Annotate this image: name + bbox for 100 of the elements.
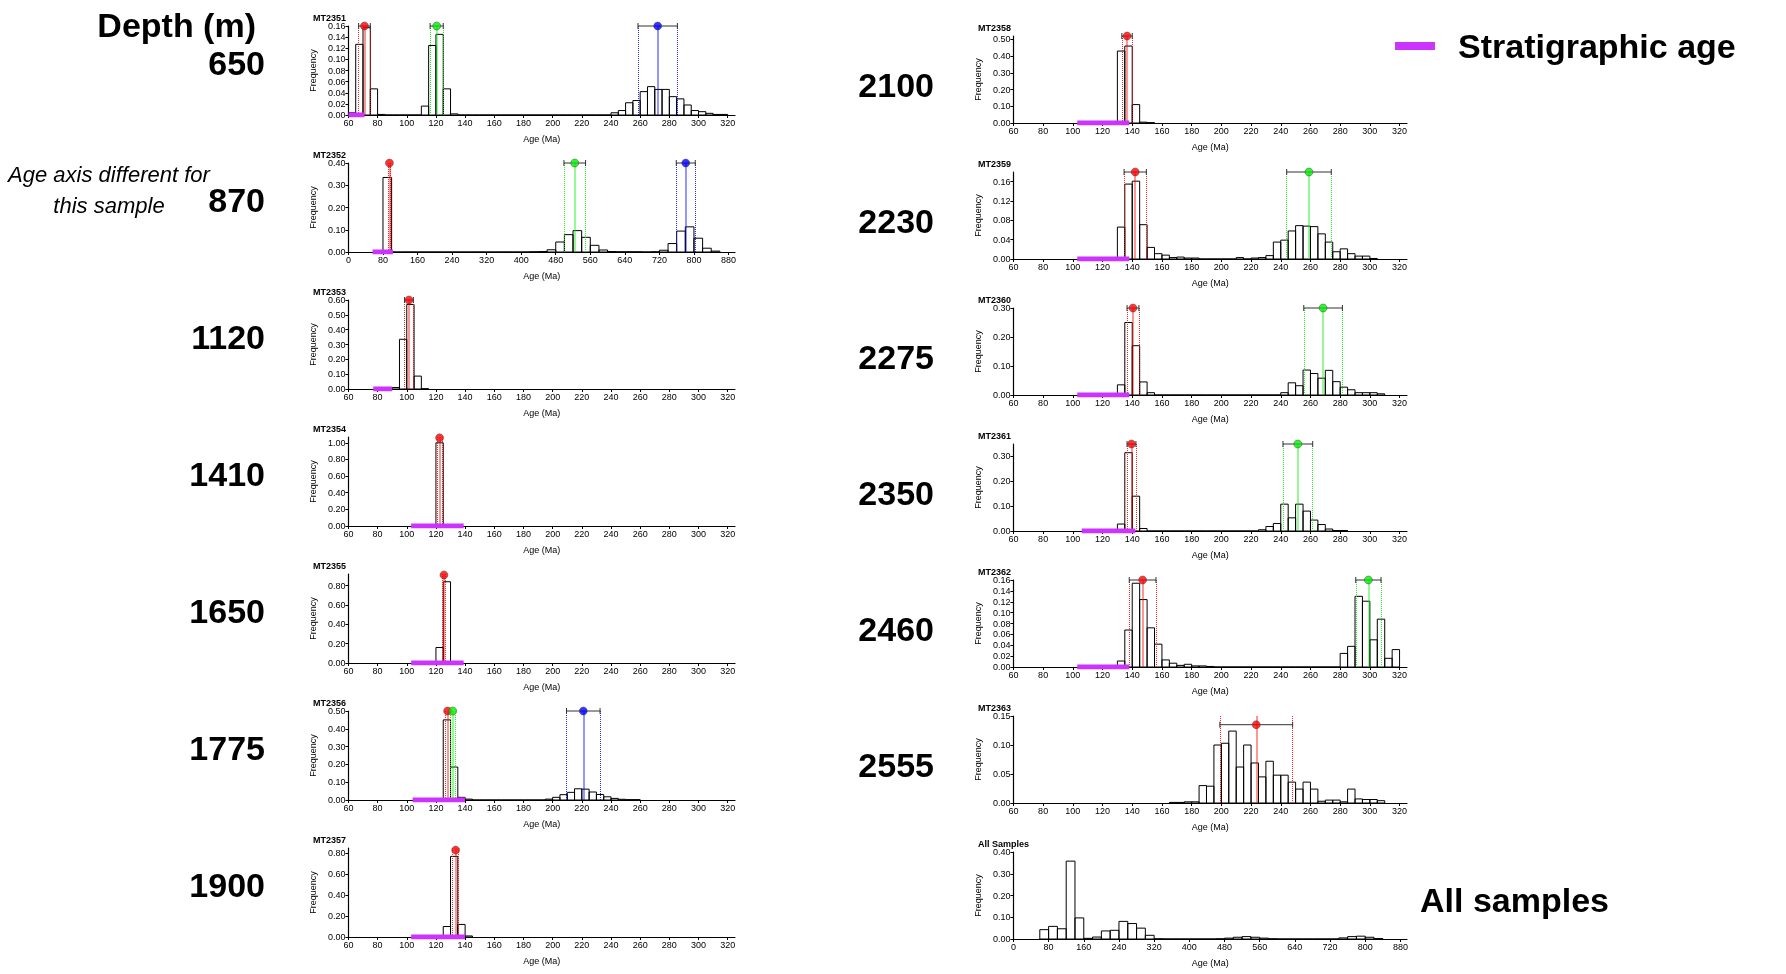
x-axis-title: Age (Ma): [523, 681, 561, 692]
x-tick-label: 100: [399, 117, 415, 128]
x-tick-label: 140: [457, 802, 473, 813]
x-tick-label: 80: [372, 939, 383, 950]
chart-title: MT2355: [313, 560, 347, 571]
chart-title: MT2354: [313, 423, 347, 434]
x-tick-label: 140: [1124, 533, 1140, 544]
x-tick-label: 880: [1392, 941, 1408, 952]
x-tick-label: 200: [545, 665, 561, 676]
y-tick-label: 0.30: [327, 741, 346, 752]
x-tick-label: 260: [632, 117, 648, 128]
y-tick-label: 0.40: [327, 158, 346, 168]
y-tick-label: 0.00: [992, 390, 1011, 400]
x-tick-label: 240: [603, 391, 619, 402]
x-tick-label: 100: [399, 665, 415, 676]
x-tick-label: 220: [574, 117, 590, 128]
y-tick-label: 0.80: [327, 848, 346, 859]
x-tick-label: 160: [486, 528, 502, 539]
y-axis-title: Frequency: [972, 329, 983, 373]
x-tick-label: 120: [1095, 805, 1111, 816]
y-tick-label: 0.00: [992, 662, 1011, 672]
chart-title: MT2351: [313, 12, 347, 23]
x-tick-label: 560: [582, 254, 598, 265]
x-tick-label: 280: [661, 665, 677, 676]
x-tick-label: 120: [1095, 533, 1111, 544]
x-tick-label: 100: [399, 528, 415, 539]
x-tick-label: 60: [1008, 261, 1019, 272]
x-tick-label: 240: [603, 802, 619, 813]
y-tick-label: 0.60: [327, 295, 346, 305]
x-tick-label: 80: [372, 391, 383, 402]
x-tick-label: 80: [372, 528, 383, 539]
x-tick-label: 100: [1065, 261, 1081, 272]
y-tick-label: 0.08: [992, 618, 1011, 629]
x-tick-label: 140: [457, 528, 473, 539]
x-tick-label: 280: [1332, 669, 1348, 680]
y-tick-label: 0.10: [327, 369, 346, 380]
x-tick-label: 480: [1216, 941, 1233, 952]
x-tick-label: 280: [661, 117, 677, 128]
y-tick-label: 0.30: [992, 451, 1011, 462]
x-axis-title: Age (Ma): [1191, 821, 1229, 832]
x-tick-label: 260: [632, 939, 648, 950]
x-tick-label: 200: [545, 802, 561, 813]
x-tick-label: 220: [1243, 125, 1259, 136]
y-tick-label: 0.20: [327, 638, 346, 649]
y-tick-label: 0.04: [992, 234, 1011, 245]
x-tick-label: 260: [1302, 533, 1318, 544]
x-tick-label: 300: [1362, 533, 1378, 544]
x-tick-label: 160: [1154, 397, 1170, 408]
x-tick-label: 0: [345, 254, 351, 265]
x-tick-label: 120: [428, 665, 444, 676]
x-tick-label: 260: [632, 665, 648, 676]
y-tick-label: 0.40: [992, 847, 1011, 857]
y-axis-title: Frequency: [972, 737, 983, 781]
text: 1650: [189, 591, 265, 631]
x-tick-label: 80: [1038, 805, 1049, 816]
x-tick-label: 120: [428, 391, 444, 402]
x-tick-label: 300: [691, 391, 707, 402]
text: 2350: [858, 473, 934, 513]
text: 2460: [858, 609, 934, 649]
legend-label: Stratigraphic age: [1458, 27, 1736, 65]
y-axis-title: Frequency: [972, 601, 983, 645]
x-tick-label: 80: [1038, 669, 1049, 680]
x-tick-label: 220: [1243, 533, 1259, 544]
x-tick-label: 320: [1392, 533, 1408, 544]
chart-title: MT2358: [978, 22, 1012, 33]
text: 1120: [191, 317, 265, 357]
x-tick-label: 280: [1332, 805, 1348, 816]
x-tick-label: 300: [1362, 261, 1378, 272]
x-tick-label: 60: [343, 528, 354, 539]
y-tick-label: 0.10: [327, 777, 346, 788]
x-tick-label: 160: [1154, 125, 1170, 136]
text: 2275: [858, 337, 934, 377]
x-tick-label: 140: [457, 665, 473, 676]
y-tick-label: 0.10: [992, 361, 1011, 371]
y-axis-title: Frequency: [307, 459, 318, 503]
x-tick-label: 800: [1357, 941, 1373, 952]
chart-title: MT2357: [313, 834, 347, 845]
y-tick-label: 0.02: [327, 98, 346, 109]
text: 2555: [858, 745, 934, 785]
x-tick-label: 240: [603, 117, 619, 128]
x-tick-label: 120: [1095, 261, 1111, 272]
y-tick-label: 0.40: [327, 324, 346, 335]
x-tick-label: 60: [1008, 397, 1019, 408]
text: 1775: [189, 728, 265, 768]
y-axis-title: Frequency: [972, 465, 983, 509]
x-axis-title: Age (Ma): [523, 407, 561, 418]
x-tick-label: 280: [661, 939, 677, 950]
x-tick-label: 200: [1213, 261, 1229, 272]
x-tick-label: 220: [574, 665, 590, 676]
x-tick-label: 220: [1243, 397, 1259, 408]
x-tick-label: 320: [479, 254, 495, 265]
x-tick-label: 320: [1392, 805, 1408, 816]
y-tick-label: 0.00: [327, 521, 346, 531]
y-tick-label: 0.40: [327, 890, 346, 901]
x-tick-label: 180: [1184, 261, 1200, 272]
y-axis-title: Frequency: [307, 48, 318, 92]
x-tick-label: 800: [686, 254, 702, 265]
y-tick-label: 0.50: [327, 706, 346, 716]
y-tick-label: 0.05: [992, 769, 1011, 779]
x-tick-label: 160: [486, 665, 502, 676]
